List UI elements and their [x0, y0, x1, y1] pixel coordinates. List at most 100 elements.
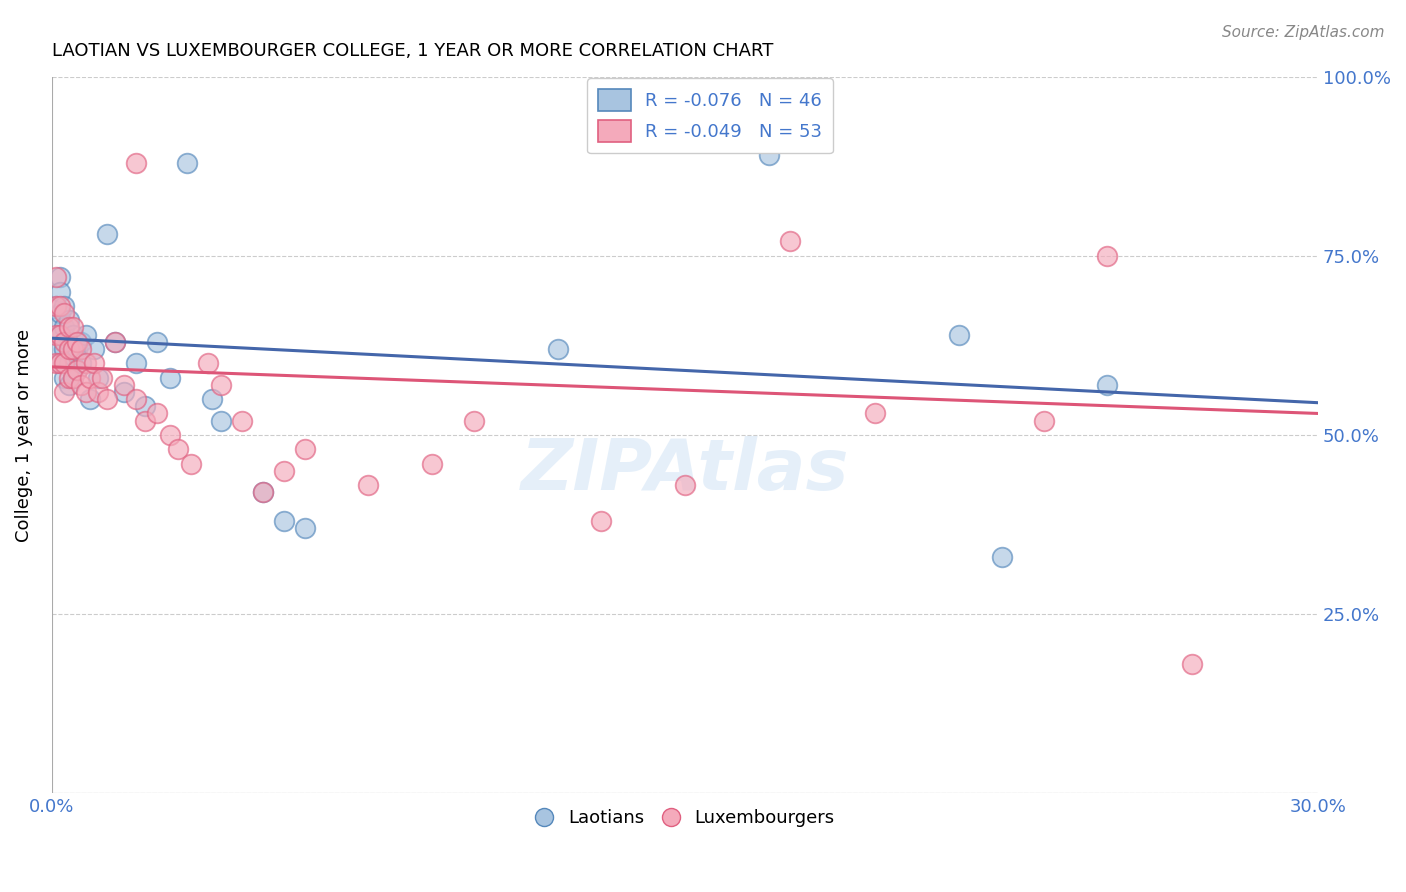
Point — [91, 370, 114, 384]
Point — [201, 392, 224, 406]
Point — [1180, 657, 1202, 672]
Point — [180, 457, 202, 471]
Point — [197, 356, 219, 370]
Point — [96, 392, 118, 406]
Point — [167, 442, 190, 457]
Point — [45, 320, 67, 334]
Point — [49, 299, 72, 313]
Point — [112, 384, 135, 399]
Point — [134, 414, 156, 428]
Point — [49, 306, 72, 320]
Point — [79, 392, 101, 406]
Point — [45, 299, 67, 313]
Point — [58, 320, 80, 334]
Point — [547, 342, 569, 356]
Point — [70, 356, 93, 370]
Point — [66, 334, 89, 349]
Point — [62, 370, 84, 384]
Text: ZIPAtlas: ZIPAtlas — [520, 436, 849, 505]
Point — [104, 334, 127, 349]
Point — [990, 549, 1012, 564]
Point — [357, 478, 380, 492]
Point — [66, 363, 89, 377]
Point — [83, 356, 105, 370]
Text: LAOTIAN VS LUXEMBOURGER COLLEGE, 1 YEAR OR MORE CORRELATION CHART: LAOTIAN VS LUXEMBOURGER COLLEGE, 1 YEAR … — [52, 42, 773, 60]
Point — [87, 384, 110, 399]
Point — [49, 285, 72, 299]
Point — [252, 485, 274, 500]
Point — [45, 299, 67, 313]
Point — [58, 356, 80, 370]
Point — [49, 356, 72, 370]
Point — [589, 514, 612, 528]
Point — [49, 327, 72, 342]
Point — [294, 442, 316, 457]
Point — [112, 377, 135, 392]
Point — [45, 342, 67, 356]
Point — [294, 521, 316, 535]
Point — [125, 356, 148, 370]
Point — [70, 342, 93, 356]
Point — [673, 478, 696, 492]
Point — [58, 313, 80, 327]
Point — [948, 327, 970, 342]
Point — [231, 414, 253, 428]
Point — [66, 363, 89, 377]
Point — [1095, 377, 1118, 392]
Point — [45, 270, 67, 285]
Point — [96, 227, 118, 242]
Point — [87, 370, 110, 384]
Point — [49, 270, 72, 285]
Point — [1032, 414, 1054, 428]
Text: Source: ZipAtlas.com: Source: ZipAtlas.com — [1222, 25, 1385, 40]
Point — [75, 327, 97, 342]
Point — [58, 370, 80, 384]
Point — [62, 342, 84, 356]
Point — [420, 457, 443, 471]
Point — [75, 356, 97, 370]
Point — [134, 399, 156, 413]
Point — [58, 377, 80, 392]
Point — [45, 327, 67, 342]
Point — [463, 414, 485, 428]
Point — [49, 327, 72, 342]
Point — [758, 148, 780, 162]
Point — [53, 306, 76, 320]
Point — [1095, 249, 1118, 263]
Point — [70, 377, 93, 392]
Legend: Laotians, Luxembourgers: Laotians, Luxembourgers — [529, 802, 842, 835]
Point — [863, 407, 886, 421]
Point — [62, 370, 84, 384]
Point — [125, 155, 148, 169]
Point — [53, 320, 76, 334]
Point — [62, 320, 84, 334]
Point — [252, 485, 274, 500]
Point — [49, 356, 72, 370]
Point — [104, 334, 127, 349]
Point — [176, 155, 198, 169]
Y-axis label: College, 1 year or more: College, 1 year or more — [15, 328, 32, 541]
Point — [159, 370, 181, 384]
Point — [53, 356, 76, 370]
Point — [53, 370, 76, 384]
Point — [53, 334, 76, 349]
Point — [53, 384, 76, 399]
Point — [779, 235, 801, 249]
Point — [83, 342, 105, 356]
Point — [79, 370, 101, 384]
Point — [695, 134, 717, 148]
Point — [62, 327, 84, 342]
Point — [58, 342, 80, 356]
Point — [209, 414, 232, 428]
Point — [146, 407, 169, 421]
Point — [159, 428, 181, 442]
Point — [209, 377, 232, 392]
Point — [273, 464, 295, 478]
Point — [62, 349, 84, 363]
Point — [125, 392, 148, 406]
Point — [58, 334, 80, 349]
Point — [75, 384, 97, 399]
Point — [45, 356, 67, 370]
Point — [70, 334, 93, 349]
Point — [273, 514, 295, 528]
